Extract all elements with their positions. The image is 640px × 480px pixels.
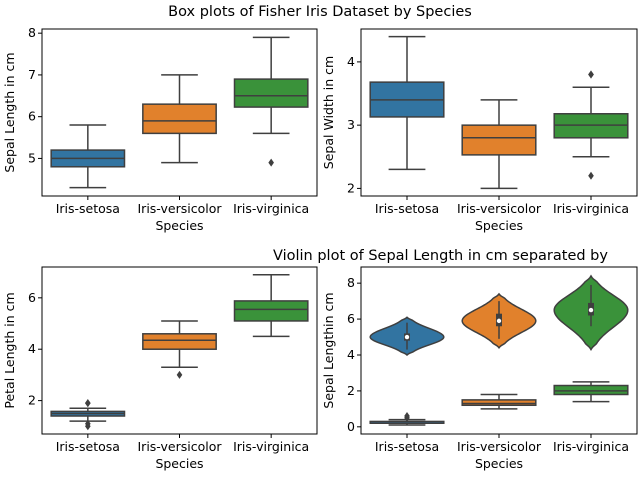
subplot-4: 0 2 4 6 8 Iris-setosa Iris-versicolor Iris-virg… bbox=[273, 248, 638, 471]
x-tick-label: Iris-setosa bbox=[375, 201, 439, 216]
x-tick-label: Iris-virginica bbox=[233, 201, 309, 216]
outlier-point bbox=[176, 370, 183, 379]
box-iris-virginica bbox=[233, 300, 309, 322]
x-tick-label: Iris-versicolor bbox=[457, 439, 542, 454]
x-axis-label: Species bbox=[155, 218, 203, 233]
figure-suptitle: Box plots of Fisher Iris Dataset by Spec… bbox=[168, 4, 472, 20]
subplot-2: 2 3 4 Iris-setosa Iris-versicolor Iris-virgin… bbox=[321, 28, 638, 233]
y-tick-label: 6 bbox=[28, 290, 36, 305]
y-tick-label: 4 bbox=[347, 347, 355, 362]
box-iris-versicolor bbox=[461, 124, 537, 156]
x-tick-label: Iris-setosa bbox=[375, 439, 439, 454]
y-tick-label: 4 bbox=[347, 54, 355, 69]
plots: 5 6 7 8 Iris-setosa Iris-versicolor Iris-virgi… bbox=[2, 25, 638, 471]
box-iris-virginica bbox=[233, 78, 309, 108]
y-axis-label: Sepal Width in cm bbox=[321, 56, 336, 169]
outlier-point bbox=[404, 412, 410, 421]
subplot-3: 2 4 6 Iris-setosa Iris-versicolor Iris-virgin… bbox=[2, 266, 318, 471]
y-tick-label: 3 bbox=[347, 117, 355, 132]
y-tick-label: 5 bbox=[28, 150, 36, 165]
y-tick-label: 6 bbox=[28, 109, 36, 124]
y-axis-label: Sepal Lengthin cm bbox=[321, 292, 336, 408]
y-tick-label: 6 bbox=[347, 311, 355, 326]
subplot-1: 5 6 7 8 Iris-setosa Iris-versicolor Iris-virgi… bbox=[2, 25, 318, 233]
y-axis-label: Petal Length in cm bbox=[2, 292, 17, 408]
x-axis-label: Species bbox=[475, 456, 523, 471]
x-axis-label: Species bbox=[155, 456, 203, 471]
x-tick-label: Iris-versicolor bbox=[138, 439, 223, 454]
outlier-point bbox=[268, 158, 274, 167]
subplot-title: Violin plot of Sepal Length in cm separa… bbox=[273, 248, 608, 264]
violin-median-point bbox=[588, 307, 594, 313]
y-tick-label: 0 bbox=[347, 419, 355, 434]
y-axis-label: Sepal Length in cm bbox=[2, 52, 17, 172]
box-iris-virginica bbox=[553, 384, 629, 396]
y-tick-label: 4 bbox=[28, 341, 36, 356]
outlier-point bbox=[588, 171, 594, 180]
y-tick-label: 8 bbox=[28, 25, 36, 40]
outlier-point bbox=[588, 70, 594, 79]
x-tick-label: Iris-versicolor bbox=[457, 201, 542, 216]
x-tick-label: Iris-setosa bbox=[56, 439, 120, 454]
x-tick-label: Iris-virginica bbox=[553, 439, 629, 454]
y-tick-label: 2 bbox=[28, 393, 36, 408]
violin-median-point bbox=[496, 318, 502, 324]
x-tick-label: Iris-virginica bbox=[233, 439, 309, 454]
outlier-point bbox=[85, 399, 91, 408]
y-tick-label: 8 bbox=[347, 275, 355, 290]
box-iris-versicolor bbox=[461, 399, 537, 407]
x-tick-label: Iris-setosa bbox=[56, 201, 120, 216]
violin-median-point bbox=[404, 334, 410, 340]
x-tick-label: Iris-virginica bbox=[553, 201, 629, 216]
outlier-point bbox=[85, 422, 91, 431]
y-tick-label: 2 bbox=[347, 180, 355, 195]
x-tick-label: Iris-versicolor bbox=[138, 201, 223, 216]
x-axis-label: Species bbox=[475, 218, 523, 233]
y-tick-label: 2 bbox=[347, 383, 355, 398]
y-tick-label: 7 bbox=[28, 67, 36, 82]
box-iris-versicolor bbox=[142, 103, 217, 135]
box-iris-versicolor bbox=[142, 333, 217, 350]
